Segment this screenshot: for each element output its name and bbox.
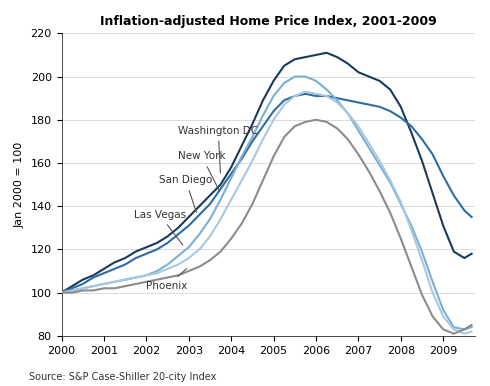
- Text: Phoenix: Phoenix: [147, 269, 188, 291]
- Y-axis label: Jan 2000 = 100: Jan 2000 = 100: [15, 141, 25, 228]
- Text: Washington DC: Washington DC: [178, 125, 258, 173]
- Text: New York: New York: [178, 151, 226, 191]
- Text: Las Vegas: Las Vegas: [134, 210, 186, 245]
- Text: San Diego: San Diego: [159, 175, 212, 212]
- Text: Source: S&P Case-Shiller 20-city Index: Source: S&P Case-Shiller 20-city Index: [29, 372, 217, 382]
- Title: Inflation-adjusted Home Price Index, 2001-2009: Inflation-adjusted Home Price Index, 200…: [100, 15, 437, 28]
